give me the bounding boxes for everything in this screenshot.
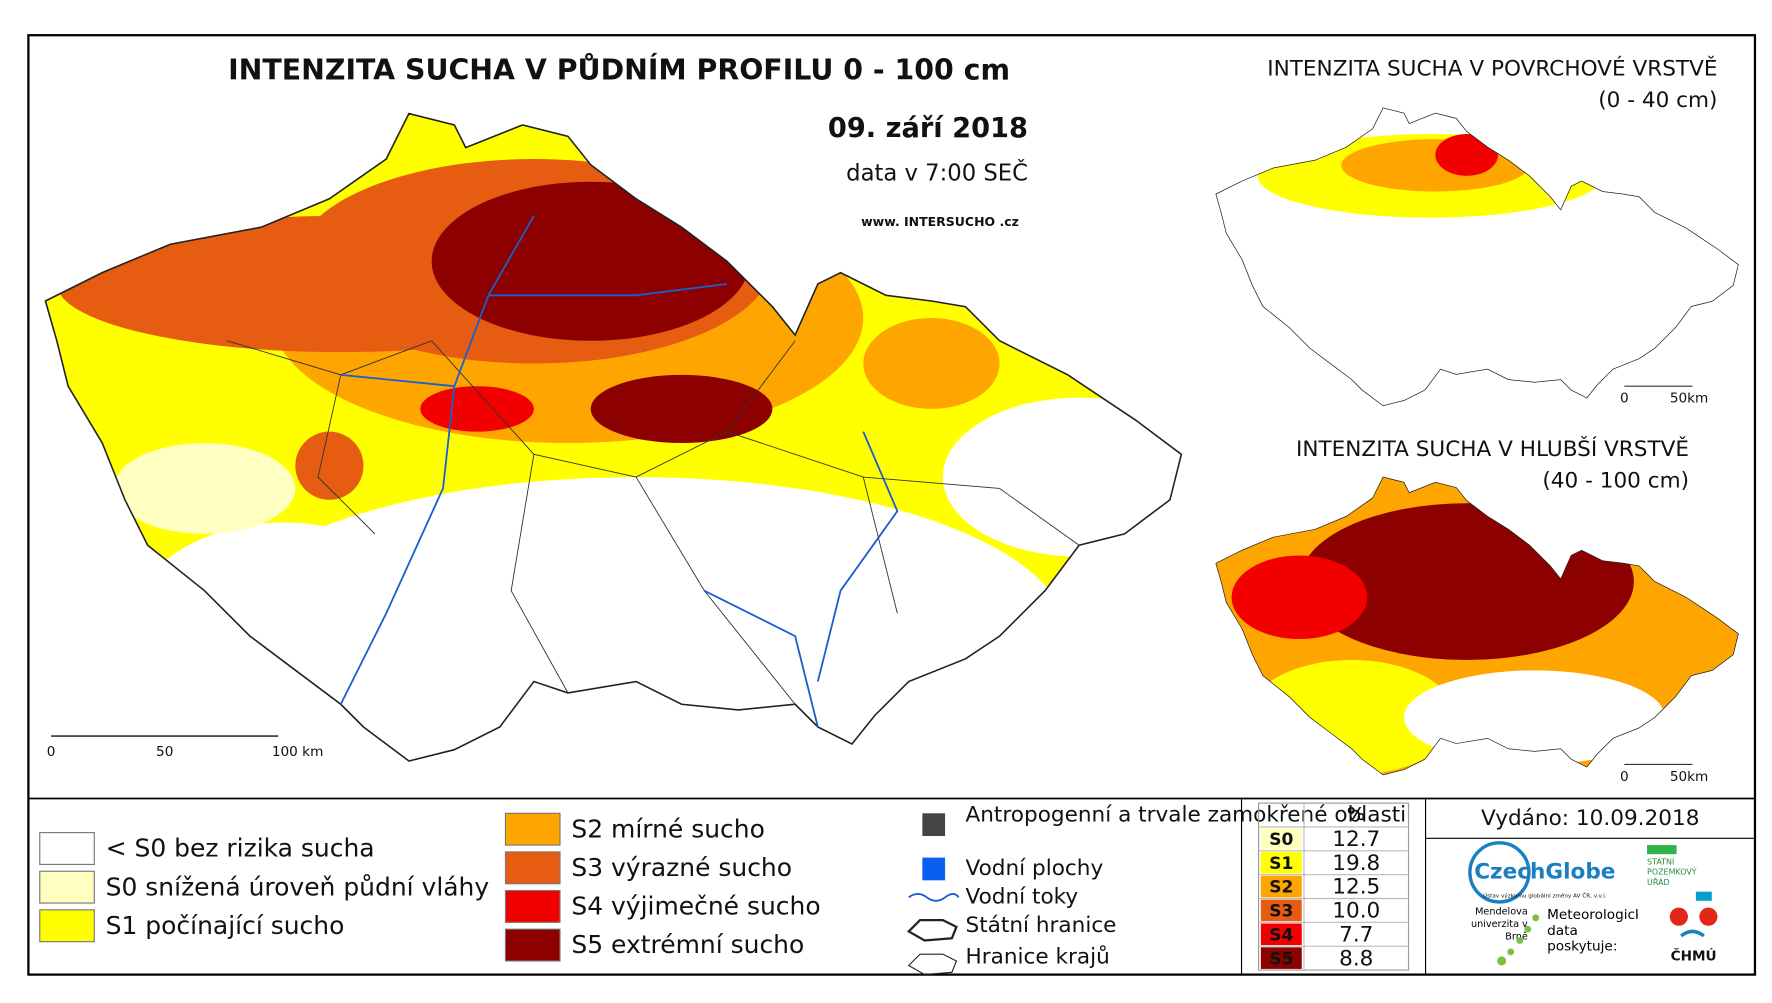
table-value: 12.7	[1332, 827, 1380, 852]
legend-swatch	[504, 851, 561, 885]
map-fill	[590, 374, 773, 444]
legend-swatch	[39, 832, 95, 865]
table-code: S3	[1269, 902, 1293, 922]
time: data v 7:00 SEČ	[846, 158, 1028, 186]
logo-dots	[1497, 914, 1540, 966]
table-header: %	[1347, 804, 1365, 825]
logo-mark	[1699, 907, 1718, 926]
map-fill	[295, 431, 364, 500]
table-code: S4	[1269, 925, 1293, 945]
map-fill	[431, 181, 750, 341]
table-code-cell	[1260, 875, 1302, 898]
table-code-cell	[1260, 899, 1302, 922]
scale-label: 0	[1620, 391, 1629, 407]
legend-swatch	[504, 812, 561, 846]
logo-text: Mendelova univerzita v Brně	[1470, 906, 1528, 943]
table-value: 8.8	[1339, 946, 1373, 971]
table-code: S5	[1269, 949, 1293, 969]
logo-text: STÁTNÍ POZEMKOVÝ ÚŘAD	[1647, 857, 1697, 888]
table-value: 10.0	[1332, 899, 1380, 924]
symbol	[906, 918, 958, 942]
logo-text: Ústav výzkumu globální změny AV ČR, v.v.…	[1483, 893, 1607, 900]
scale-label: 50	[156, 744, 173, 760]
logo-mark	[1647, 845, 1677, 855]
map-fill	[1403, 670, 1666, 765]
logo-box: Meteorologická data poskytuje:	[1547, 906, 1638, 955]
logo-text: CzechGlobe	[1474, 859, 1615, 884]
symbol-label: Vodní toky	[966, 884, 1079, 909]
inset-subtitle: (40 - 100 cm)	[1542, 469, 1689, 494]
legend-label: S5 extrémní sucho	[571, 930, 804, 959]
class-legend: < S0 bez rizika sucha S0 snížená úroveň p…	[39, 812, 821, 962]
logo-box: STÁTNÍ POZEMKOVÝ ÚŘAD	[1647, 857, 1697, 888]
logos: CzechGlobe Ústav výzkumu globální změny …	[1468, 841, 1718, 966]
table-code: S2	[1269, 878, 1293, 898]
table-value: 12.5	[1332, 875, 1380, 900]
scale-label: 100 km	[272, 744, 324, 760]
inset-title: INTENZITA SUCHA V HLUBŠÍ VRSTVĚ	[1296, 436, 1689, 462]
symbol-legend: Antropogenní a trvale zamokřené oblasti …	[906, 803, 1407, 976]
legend-label: S1 počínající sucho	[106, 911, 345, 940]
main-title: INTENZITA SUCHA V PŮDNÍM PROFILU 0 - 100…	[228, 53, 1010, 87]
scale-label: 0	[47, 744, 56, 760]
table-code-cell	[1260, 828, 1302, 850]
legend-label: < S0 bez rizika sucha	[106, 834, 375, 863]
logo-mark	[1669, 907, 1688, 926]
issued: Vydáno: 10.09.2018	[1481, 806, 1699, 831]
map-fill	[1231, 555, 1368, 640]
table-code-cell	[1260, 923, 1302, 946]
legend-swatch	[504, 889, 561, 923]
table-value: 19.8	[1332, 851, 1380, 876]
symbol-label: Hranice krajů	[966, 945, 1110, 970]
legend-label: S0 snížená úroveň půdní vláhy	[106, 872, 490, 901]
map-fill	[420, 386, 534, 432]
symbol	[922, 857, 946, 881]
date: 09. září 2018	[828, 113, 1028, 144]
logo-ring	[1468, 841, 1531, 904]
symbol	[908, 893, 960, 902]
table-code-cell	[1260, 947, 1302, 969]
logo-text: ČHMÚ	[1671, 946, 1717, 964]
legend-swatch	[504, 928, 561, 962]
symbol-label: Státní hranice	[966, 913, 1117, 938]
inset-title: INTENZITA SUCHA V POVRCHOVÉ VRSTVĚ	[1267, 55, 1717, 81]
symbol-label: Vodní plochy	[966, 856, 1104, 881]
scale-label: 0	[1620, 769, 1629, 785]
legend-label: S2 mírné sucho	[571, 814, 765, 843]
legend-swatch	[39, 870, 95, 904]
table-code: S1	[1269, 854, 1293, 874]
symbol	[907, 953, 958, 976]
table-code-cell	[1260, 851, 1302, 874]
map-fill	[204, 477, 1068, 762]
logo-mark	[1680, 929, 1705, 938]
legend-label: S3 výrazné sucho	[571, 853, 792, 882]
symbol-label: Antropogenní a trvale zamokřené oblasti	[966, 803, 1407, 828]
scale-label: 50km	[1670, 391, 1709, 407]
table-code: S0	[1269, 830, 1293, 850]
table-value: 7.7	[1339, 922, 1373, 947]
scale-label: 50km	[1670, 769, 1709, 785]
inset-subtitle: (0 - 40 cm)	[1598, 88, 1717, 113]
map-fill	[863, 318, 1000, 409]
logo-box: Mendelova univerzita v Brně	[1470, 906, 1528, 943]
symbol	[922, 813, 946, 837]
map-fill	[1435, 134, 1499, 176]
percent-table: % S0 12.7 S1 19.8 S2 12.5 S3 10.0 S4 7.7 S5 8.8	[1258, 802, 1410, 971]
logo-mark	[1695, 891, 1712, 901]
logo-text: Meteorologická data poskytuje:	[1547, 906, 1638, 955]
legend-label: S4 výjimečné sucho	[571, 892, 820, 921]
website: www. INTERSUCHO .cz	[861, 214, 1019, 229]
table-frame	[1258, 802, 1410, 971]
legend-swatch	[39, 909, 95, 943]
map-fill	[113, 443, 296, 534]
